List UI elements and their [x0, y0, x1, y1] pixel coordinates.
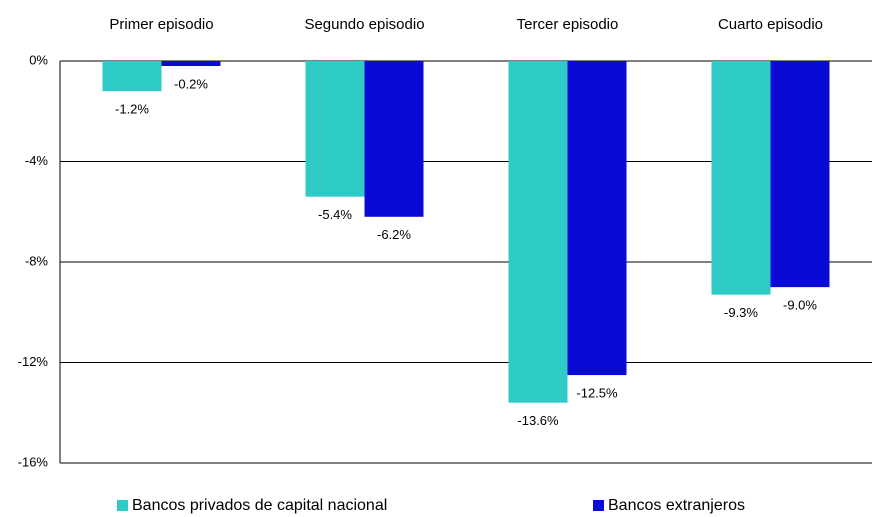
x-tick-label: Segundo episodio	[304, 16, 424, 33]
legend-swatch	[593, 500, 604, 511]
y-tick-label: -16%	[18, 454, 49, 469]
y-tick-label: -4%	[25, 153, 49, 168]
bar	[364, 61, 424, 217]
bar	[770, 61, 830, 288]
bar	[711, 61, 771, 295]
y-tick-label: -8%	[25, 253, 49, 268]
bar	[305, 61, 365, 197]
legend-label: Bancos privados de capital nacional	[132, 497, 387, 514]
data-label: -6.2%	[377, 227, 411, 242]
data-label: -13.6%	[517, 413, 559, 428]
bar	[567, 61, 627, 376]
data-label: -0.2%	[174, 76, 208, 91]
legend-swatch	[117, 500, 128, 511]
data-label: -1.2%	[115, 102, 149, 117]
y-tick-label: -12%	[18, 354, 49, 369]
bar	[102, 61, 162, 92]
data-label: -5.4%	[318, 207, 352, 222]
legend-label: Bancos extranjeros	[608, 497, 745, 514]
x-tick-label: Tercer episodio	[517, 16, 619, 33]
data-label: -9.3%	[724, 305, 758, 320]
x-tick-label: Primer episodio	[109, 16, 213, 33]
x-tick-label: Cuarto episodio	[718, 16, 823, 33]
bar	[508, 61, 568, 403]
bar	[161, 61, 221, 67]
data-label: -9.0%	[783, 298, 817, 313]
data-label: -12.5%	[576, 386, 618, 401]
y-tick-label: 0%	[29, 52, 48, 67]
